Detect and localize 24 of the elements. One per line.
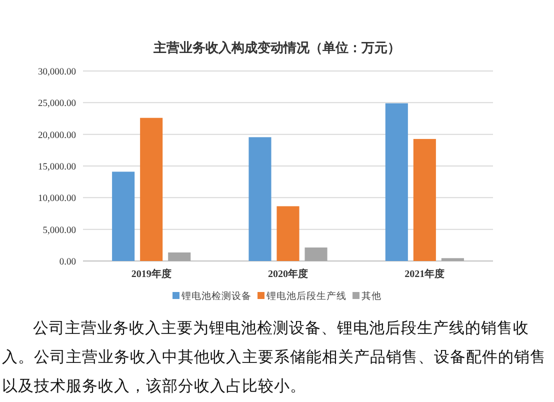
y-tick-label: 0.00 bbox=[59, 258, 76, 268]
chart-title: 主营业务收入构成变动情况（单位：万元） bbox=[152, 40, 400, 55]
bar bbox=[385, 103, 408, 261]
bar bbox=[276, 206, 300, 261]
bar bbox=[413, 138, 436, 261]
bar bbox=[441, 258, 464, 261]
legend-label: 锂电池检测设备 bbox=[180, 290, 252, 302]
y-tick-label: 25,000.00 bbox=[38, 99, 76, 110]
bar bbox=[168, 252, 191, 261]
y-tick-label: 5,000.00 bbox=[42, 226, 76, 236]
legend-label: 其他 bbox=[362, 290, 382, 302]
y-tick-label: 30,000.00 bbox=[38, 68, 76, 78]
bar bbox=[248, 137, 272, 261]
x-tick-label: 2021年度 bbox=[404, 268, 445, 280]
y-tick-label: 15,000.00 bbox=[38, 162, 76, 172]
y-tick-label: 10,000.00 bbox=[38, 194, 76, 204]
x-tick-label: 2019年度 bbox=[131, 268, 172, 280]
y-tick-label: 20,000.00 bbox=[38, 130, 76, 141]
bar bbox=[112, 172, 135, 261]
legend-label: 锂电池后段生产线 bbox=[266, 290, 346, 302]
bar bbox=[304, 248, 328, 261]
bar bbox=[140, 118, 163, 261]
x-tick-label: 2020年度 bbox=[268, 268, 308, 280]
text: 公司主营业务收入主要为锂电池检测设备、锂电池后段生产线的销售收入。公司主营业务收入中其他收入主要系储能相关产品销售、设备配件的销售以及技术服务收入，该部分收入占比较小。 bbox=[2, 318, 547, 397]
